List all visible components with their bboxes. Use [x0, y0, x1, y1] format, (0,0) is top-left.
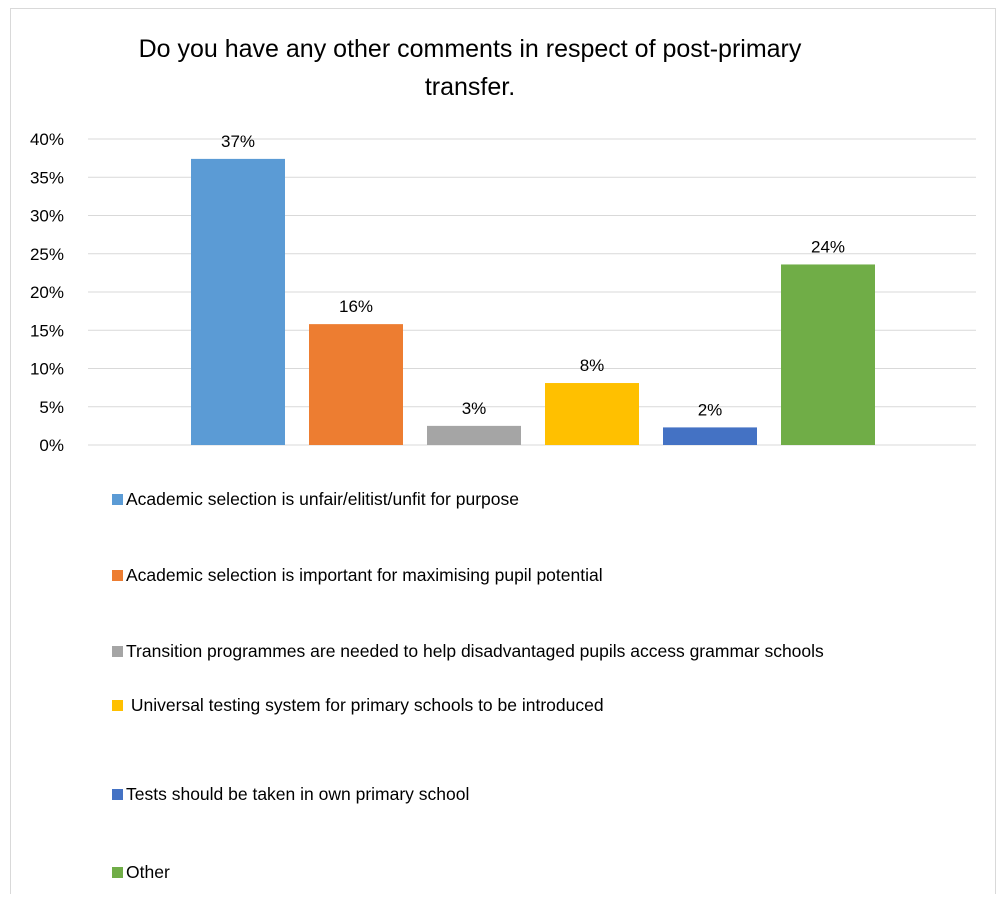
chart-frame — [10, 8, 996, 894]
legend-label: Tests should be taken in own primary sch… — [126, 784, 470, 804]
y-tick-label: 10% — [30, 360, 64, 379]
legend-label: Universal testing system for primary sch… — [126, 695, 604, 715]
data-labels: 37% 16% 3% 8% 2% 24% — [221, 132, 845, 420]
bar-data-label: 24% — [811, 237, 845, 256]
bar — [427, 425, 521, 445]
y-tick-label: 35% — [30, 168, 64, 187]
y-tick-label: 5% — [39, 398, 64, 417]
legend-swatch — [112, 789, 123, 800]
bar-data-label: 37% — [221, 132, 255, 151]
legend-item: Universal testing system for primary sch… — [112, 693, 952, 717]
legend-item: Transition programmes are needed to help… — [112, 639, 952, 663]
bar — [545, 383, 639, 445]
y-tick-label: 15% — [30, 321, 64, 340]
legend-swatch — [112, 867, 123, 878]
legend-item: Tests should be taken in own primary sch… — [112, 782, 952, 806]
y-tick-label: 0% — [39, 436, 64, 455]
bar — [663, 427, 757, 445]
legend-swatch — [112, 494, 123, 505]
y-tick-label: 30% — [30, 207, 64, 226]
legend-item: Other — [112, 860, 952, 884]
y-tick-label: 40% — [30, 130, 64, 149]
y-tick-label: 25% — [30, 245, 64, 264]
y-axis-tick-labels: 0% 5% 10% 15% 20% 25% 30% 35% 40% — [30, 130, 64, 455]
bar — [781, 264, 875, 445]
bar-data-label: 16% — [339, 297, 373, 316]
legend-item: Academic selection is important for maxi… — [112, 563, 952, 587]
legend-swatch — [112, 646, 123, 657]
bar — [309, 324, 403, 445]
plot-area: 0% 5% 10% 15% 20% 25% 30% 35% 40% 37% 16% 3% 8% 2% 24… — [30, 130, 976, 455]
legend-item: Academic selection is unfair/elitist/unf… — [112, 487, 952, 511]
bar-data-label: 8% — [580, 356, 605, 375]
legend-label: Academic selection is important for maxi… — [126, 565, 603, 585]
legend-label: Academic selection is unfair/elitist/unf… — [126, 489, 519, 509]
legend-swatch — [112, 570, 123, 581]
bar-data-label: 2% — [698, 400, 723, 419]
legend-label: Transition programmes are needed to help… — [126, 641, 824, 661]
bars — [191, 158, 875, 445]
bar-data-label: 3% — [462, 399, 487, 418]
bar — [191, 158, 285, 445]
legend-label: Other — [126, 862, 170, 882]
chart-title: Do you have any other comments in respec… — [138, 35, 802, 101]
y-tick-label: 20% — [30, 283, 64, 302]
legend-swatch — [112, 700, 123, 711]
